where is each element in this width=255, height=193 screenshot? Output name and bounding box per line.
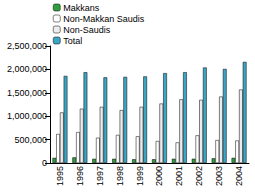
svg-text:1996: 1996 [75, 166, 85, 186]
svg-text:2,500,000: 2,500,000 [7, 41, 47, 51]
svg-text:2004: 2004 [234, 166, 244, 186]
svg-text:1998: 1998 [115, 166, 125, 186]
svg-text:1,500,000: 1,500,000 [7, 88, 47, 98]
svg-text:0: 0 [42, 158, 47, 168]
svg-text:2003: 2003 [214, 166, 224, 186]
svg-text:1997: 1997 [95, 166, 105, 186]
svg-text:Non-Makkan Saudis: Non-Makkan Saudis [63, 14, 145, 24]
svg-text:1995: 1995 [55, 166, 65, 186]
svg-text:Total: Total [63, 36, 82, 46]
svg-text:2001: 2001 [174, 166, 184, 186]
svg-text:1999: 1999 [135, 166, 145, 186]
svg-text:Makkans: Makkans [63, 3, 100, 13]
svg-text:2000: 2000 [154, 166, 164, 186]
svg-text:1,000,000: 1,000,000 [7, 111, 47, 121]
svg-text:Non-Saudis: Non-Saudis [63, 25, 111, 35]
svg-text:2,000,000: 2,000,000 [7, 64, 47, 74]
svg-text:2002: 2002 [194, 166, 204, 186]
svg-text:500,000: 500,000 [14, 135, 47, 145]
